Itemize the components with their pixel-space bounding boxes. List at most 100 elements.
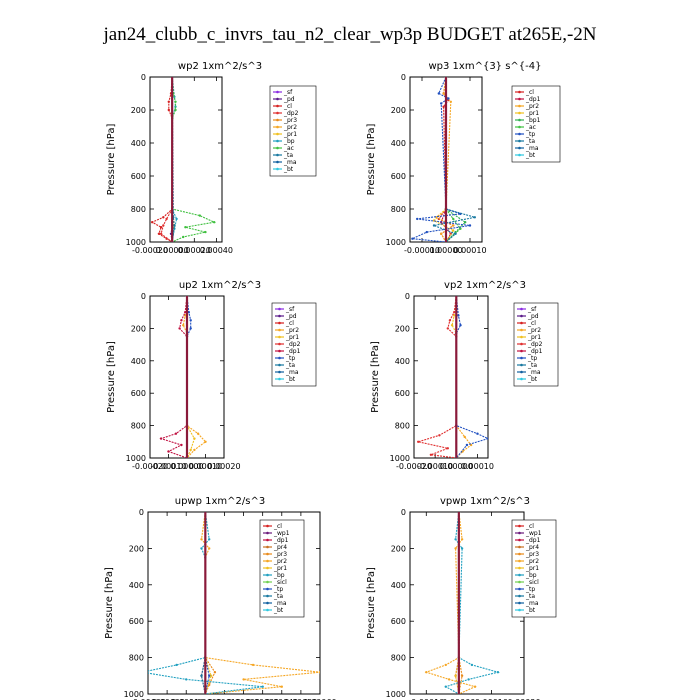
legend-label: _tp [527, 355, 537, 362]
legend-label: _pr4 [525, 544, 539, 551]
legend-label: _pr1 [285, 334, 299, 341]
legend-marker [278, 328, 281, 332]
series-point_tp [411, 237, 414, 240]
series-point_bp [208, 538, 211, 541]
legend-marker [518, 580, 521, 584]
legend-marker [518, 566, 521, 570]
series-point_pr2 [425, 671, 428, 674]
series-point_tp [440, 102, 443, 105]
legend-marker [266, 538, 269, 542]
series-line_bp [444, 512, 501, 694]
y-tick-label: 800 [131, 205, 146, 214]
x-tick-label: 0.00010 [461, 462, 494, 471]
series-point_pr1 [452, 229, 455, 232]
legend-label: _pr1 [525, 110, 539, 117]
x-tick-label: 0.00060 [303, 698, 336, 700]
legend-label: _cl [527, 320, 536, 327]
legend-label: _ta [273, 593, 283, 600]
legend-marker [276, 167, 279, 171]
x-tick-label: 0.00000 [440, 462, 473, 471]
legend-label: _cl [273, 523, 282, 530]
series-line_ac [171, 77, 217, 242]
y-tick-label: 0 [401, 508, 406, 517]
series-point_pr2 [447, 678, 451, 681]
legend-label: _ac [283, 145, 294, 152]
legend-marker [518, 111, 521, 115]
series-point_bp [444, 685, 447, 688]
series-point_cl [442, 105, 445, 108]
series-point_tp [208, 674, 211, 677]
y-tick-label: 400 [131, 139, 146, 148]
x-tick-label: -0.00010 [408, 698, 444, 700]
legend-marker [266, 566, 269, 570]
y-tick-label: 800 [391, 205, 406, 214]
series-point_tp [425, 230, 428, 234]
y-axis-label: Pressure [hPa] [370, 341, 381, 413]
series-point_ac [204, 230, 207, 234]
legend-marker [266, 594, 269, 598]
legend-label: _ta [283, 152, 293, 159]
series-point_bp [175, 217, 178, 221]
legend-marker [518, 118, 521, 122]
legend-label: _pd [527, 313, 539, 320]
legend-marker [276, 146, 279, 150]
legend-label: _pr3 [525, 551, 539, 558]
legend-label: _tp [525, 586, 535, 593]
series-group [410, 77, 476, 242]
x-tick-label: -0.00020 [396, 462, 432, 471]
legend-label: _dp1 [525, 96, 541, 103]
series-point_tp [457, 314, 460, 317]
series-point_bp [141, 671, 143, 673]
legend-label: _wp1 [525, 530, 542, 537]
x-tick-label: -0.00010 [168, 698, 204, 700]
series-point_ta [454, 232, 457, 235]
series-point_dp2 [429, 453, 433, 456]
legend-marker [520, 335, 523, 339]
legend-label: _sf [527, 306, 537, 313]
legend-label: _bt [285, 376, 296, 383]
series-point_bp [467, 678, 470, 681]
legend-marker [518, 139, 521, 143]
legend-marker [520, 370, 523, 374]
y-axis-label: Pressure [hPa] [366, 567, 377, 639]
series-point_bp [175, 663, 178, 667]
legend-label: _pd [285, 313, 297, 320]
panel-5: upwp 1xm^2/s^3 0 200 400 600 800 1000-0.00030-… [104, 496, 337, 700]
series-point_tp [437, 92, 440, 95]
legend-label: _bp [273, 572, 285, 579]
legend-marker [518, 587, 521, 591]
y-tick-label: 0 [401, 73, 406, 82]
y-axis-label: Pressure [hPa] [366, 124, 377, 196]
x-tick-label: -0.00010 [404, 246, 440, 255]
series-point_tp [465, 443, 469, 447]
legend-marker [276, 153, 279, 157]
legend-marker [278, 370, 281, 374]
series-point_dp1 [180, 319, 183, 322]
legend-marker [266, 573, 269, 577]
series-point_bp [496, 671, 500, 674]
plot-frame [149, 76, 223, 243]
legend-marker [276, 118, 279, 122]
series-point_pr2 [182, 324, 185, 327]
y-tick-label: 1000 [386, 238, 406, 247]
legend-marker [266, 608, 269, 612]
series-point_dp2 [453, 311, 456, 314]
legend: _cl_wp1_dp1_pr4_pr3_pr2_pr1_bp_sicl_tp_t… [511, 519, 557, 618]
y-tick-label: 200 [131, 106, 146, 115]
legend-label: _bt [525, 152, 536, 159]
series-group [159, 296, 207, 458]
legend: _sf_pd_cl_dp2_pr3_pr2_pr1_bp_ac_ta_ma_bt [269, 85, 317, 177]
x-tick-label: 0.00000 [189, 698, 222, 700]
panel-title: vp2 1xm^2/s^3 [444, 280, 526, 291]
series-point_bp [261, 685, 264, 688]
legend-marker [276, 132, 279, 136]
legend-label: _pr4 [273, 544, 287, 551]
legend-label: _sf [285, 306, 295, 313]
series-point_ac [182, 235, 185, 239]
legend-label: _ma [285, 369, 299, 376]
legend-label: _pr2 [273, 558, 287, 565]
legend-marker [520, 328, 523, 332]
x-tick-label: 0.00030 [246, 698, 279, 700]
series-point_ac [213, 221, 216, 224]
